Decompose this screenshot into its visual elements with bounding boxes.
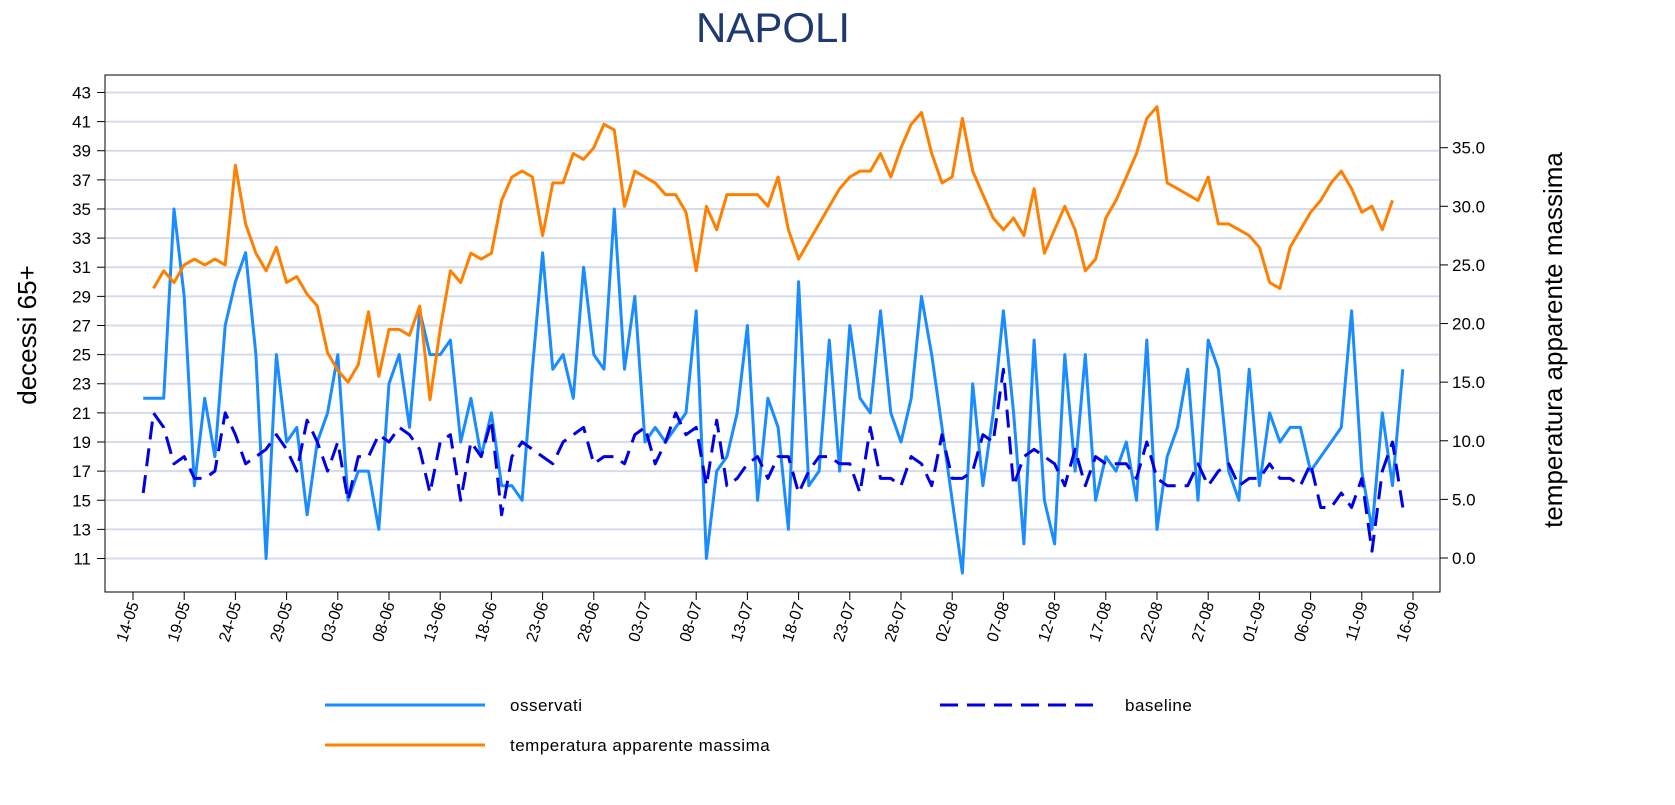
- legend-label: osservati: [510, 696, 583, 715]
- x-tick-label: 12-08: [1036, 600, 1065, 644]
- x-tick-label: 23-07: [831, 600, 860, 644]
- series-line: [152, 105, 1394, 402]
- y2-tick-label: 25.0: [1452, 256, 1485, 275]
- y-tick-label: 43: [72, 83, 91, 102]
- y-tick-label: 25: [72, 346, 91, 365]
- y-tick-label: 41: [72, 113, 91, 132]
- x-tick-label: 29-05: [268, 600, 297, 644]
- x-tick-label: 03-07: [626, 600, 655, 644]
- y-tick-label: 29: [72, 287, 91, 306]
- y2-tick-label: 35.0: [1452, 139, 1485, 158]
- x-tick-label: 02-08: [933, 600, 962, 644]
- y2-tick-label: 10.0: [1452, 432, 1485, 451]
- y2-tick-label: 30.0: [1452, 197, 1485, 216]
- legend-label: baseline: [1125, 696, 1192, 715]
- y-tick-label: 19: [72, 433, 91, 452]
- x-tick-label: 23-06: [524, 600, 553, 644]
- x-tick-label: 19-05: [165, 600, 194, 644]
- y-tick-label: 39: [72, 142, 91, 161]
- x-tick-label: 08-07: [677, 600, 706, 644]
- y2-tick-label: 15.0: [1452, 373, 1485, 392]
- x-tick-label: 16-09: [1394, 600, 1423, 644]
- series-line: [143, 207, 1405, 575]
- y-tick-label: 37: [72, 171, 91, 190]
- x-tick-label: 08-06: [370, 600, 399, 644]
- y-axis-label: decessi 65+: [12, 265, 42, 404]
- x-tick-label: 01-09: [1240, 600, 1269, 644]
- y2-tick-label: 20.0: [1452, 315, 1485, 334]
- y2-axis-label: temperatura apparente massima: [1538, 152, 1568, 528]
- x-tick-label: 17-08: [1087, 600, 1116, 644]
- x-tick-label: 13-07: [728, 600, 757, 644]
- x-tick-label: 27-08: [1189, 600, 1218, 644]
- y-tick-label: 13: [72, 520, 91, 539]
- x-tick-label: 28-06: [575, 600, 604, 644]
- series-line: [141, 367, 1405, 553]
- y-tick-label: 11: [73, 550, 91, 569]
- x-tick-label: 07-08: [984, 600, 1013, 644]
- y2-tick-label: 0.0: [1452, 549, 1476, 568]
- x-tick-label: 24-05: [216, 600, 245, 644]
- y-tick-label: 35: [72, 200, 91, 219]
- y-tick-label: 27: [72, 316, 91, 335]
- x-tick-label: 06-09: [1292, 600, 1321, 644]
- y2-tick-label: 5.0: [1452, 490, 1476, 509]
- x-tick-label: 13-06: [421, 600, 450, 644]
- y-tick-label: 21: [72, 404, 91, 423]
- x-tick-label: 18-07: [780, 600, 809, 644]
- x-tick-label: 03-06: [319, 600, 348, 644]
- y-tick-label: 15: [72, 491, 91, 510]
- x-tick-label: 11-09: [1343, 600, 1371, 643]
- y-tick-label: 17: [72, 462, 91, 481]
- y-tick-label: 33: [72, 229, 91, 248]
- chart-title: NAPOLI: [696, 4, 850, 51]
- x-tick-label: 28-07: [882, 600, 911, 644]
- x-tick-label: 22-08: [1138, 600, 1167, 644]
- y-tick-label: 31: [72, 258, 91, 277]
- x-tick-label: 18-06: [472, 600, 501, 644]
- plot-frame: [104, 74, 1441, 593]
- y-tick-label: 23: [72, 375, 91, 394]
- x-tick-label: 14-05: [114, 600, 143, 644]
- legend-label: temperatura apparente massima: [510, 736, 770, 755]
